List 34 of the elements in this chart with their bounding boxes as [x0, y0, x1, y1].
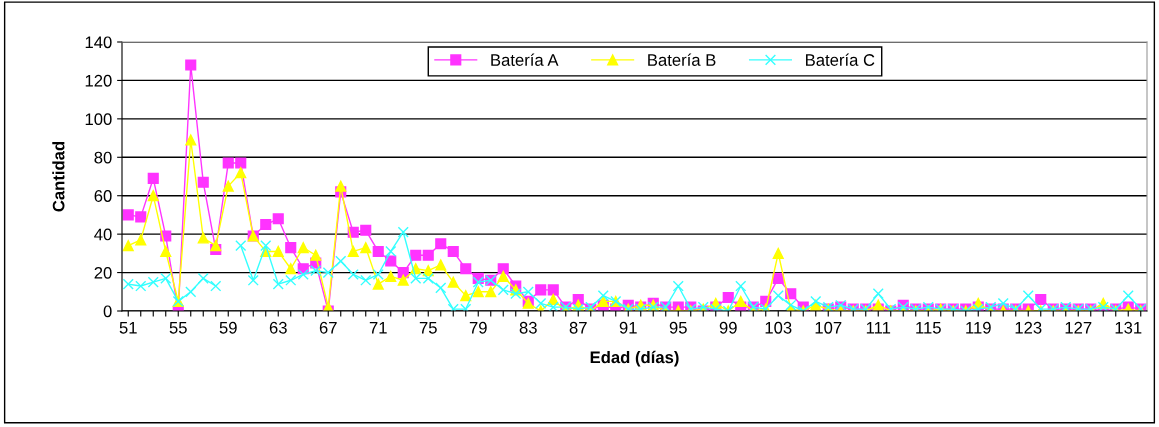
y-tick-label: 20 — [94, 266, 112, 279]
y-tick-label: 80 — [94, 151, 112, 164]
x-tick-label: 79 — [469, 321, 487, 334]
x-tick-label: 59 — [219, 321, 237, 334]
x-tick-label: 123 — [1015, 321, 1042, 334]
y-tick-label: 40 — [94, 228, 112, 241]
legend-label: Batería A — [491, 53, 559, 66]
y-tick-label: 140 — [85, 36, 112, 49]
x-tick-label: 115 — [916, 322, 941, 334]
x-tick-label: 111 — [866, 322, 891, 334]
legend-label: Batería B — [648, 53, 716, 66]
x-tick-label: 95 — [669, 321, 687, 334]
x-tick-label: 87 — [569, 321, 587, 334]
x-tick-label: 107 — [815, 321, 842, 334]
x-tick-label: 83 — [519, 321, 537, 334]
y-tick-label: 120 — [85, 74, 112, 87]
x-tick-label: 127 — [1065, 321, 1092, 334]
x-tick-label: 119 — [966, 321, 991, 334]
y-tick-label: 100 — [85, 113, 112, 126]
x-axis-title: Edad (días) — [590, 350, 679, 367]
x-tick-label: 99 — [719, 321, 737, 334]
x-tick-label: 55 — [169, 322, 187, 334]
legend-label: Batería C — [806, 53, 875, 66]
x-tick-label: 67 — [319, 321, 337, 334]
y-tick-label: 60 — [94, 190, 112, 202]
x-tick-label: 63 — [269, 321, 287, 334]
x-tick-label: 131 — [1115, 321, 1142, 334]
x-tick-label: 75 — [419, 322, 437, 334]
x-tick-label: 91 — [619, 321, 637, 334]
y-tick-label: 0 — [103, 305, 112, 318]
x-tick-label: 51 — [119, 322, 137, 334]
y-axis-title: Cantidad — [52, 141, 65, 212]
x-tick-label: 103 — [765, 321, 792, 334]
x-tick-label: 71 — [369, 322, 387, 334]
